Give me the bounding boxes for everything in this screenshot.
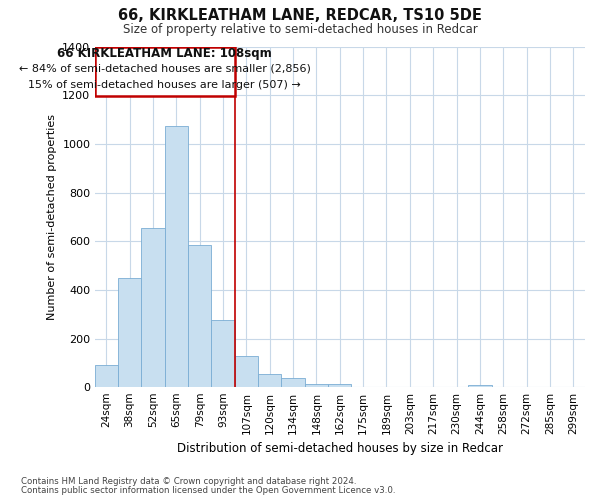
Bar (164, 126, 188, 388)
Bar (95, 46, 235, 96)
Bar (211, 320, 235, 388)
Bar (118, 278, 141, 388)
Text: ← 84% of semi-detached houses are smaller (2,856): ← 84% of semi-detached houses are smalle… (19, 64, 311, 74)
Text: 15% of semi-detached houses are larger (507) →: 15% of semi-detached houses are larger (… (28, 80, 301, 90)
Text: 66, KIRKLEATHAM LANE, REDCAR, TS10 5DE: 66, KIRKLEATHAM LANE, REDCAR, TS10 5DE (118, 8, 482, 22)
Text: Contains public sector information licensed under the Open Government Licence v3: Contains public sector information licen… (21, 486, 395, 495)
Bar (328, 384, 352, 388)
Bar (188, 245, 211, 388)
Bar (281, 378, 305, 388)
X-axis label: Distribution of semi-detached houses by size in Redcar: Distribution of semi-detached houses by … (177, 442, 503, 455)
Text: Contains HM Land Registry data © Crown copyright and database right 2024.: Contains HM Land Registry data © Crown c… (21, 477, 356, 486)
Bar (258, 374, 281, 388)
Text: 66 KIRKLEATHAM LANE: 108sqm: 66 KIRKLEATHAM LANE: 108sqm (57, 48, 272, 60)
Bar (305, 384, 328, 388)
Text: Size of property relative to semi-detached houses in Redcar: Size of property relative to semi-detach… (122, 24, 478, 36)
Bar (95, 366, 118, 388)
Bar (235, 356, 258, 388)
Y-axis label: Number of semi-detached properties: Number of semi-detached properties (47, 114, 56, 320)
Bar (141, 228, 164, 388)
Bar (468, 385, 491, 388)
